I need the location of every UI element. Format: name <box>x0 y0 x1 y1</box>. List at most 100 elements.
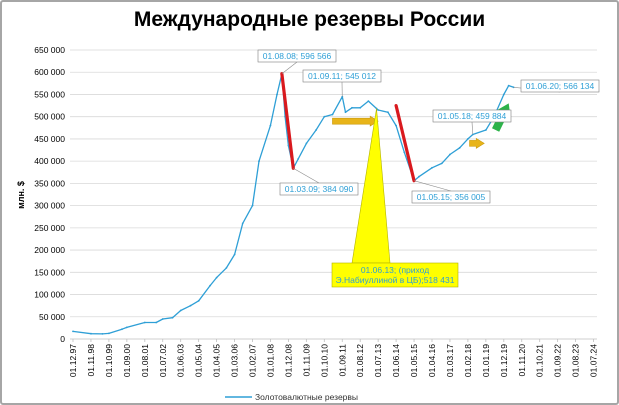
x-tick-label: 01.10.21 <box>535 344 545 377</box>
series-point <box>403 151 406 154</box>
series-point <box>341 95 344 98</box>
y-tick-label: 250 000 <box>34 223 65 233</box>
x-tick-label: 01.03.17 <box>445 344 455 377</box>
series-point <box>189 304 192 307</box>
annotation-label: 01.09.11; 545 012 <box>308 71 376 81</box>
legend-label: Золотовалютные резервы <box>255 392 358 402</box>
annotation-leader <box>471 121 474 135</box>
series-point <box>276 93 278 96</box>
series-point <box>485 129 487 131</box>
y-tick-label: 600 000 <box>34 67 65 77</box>
callout-label: Э.Набиуллиной в ЦБ);518 431 <box>336 275 455 285</box>
series-point <box>72 330 74 333</box>
series-point <box>359 106 362 109</box>
x-tick-label: 01.08.01 <box>140 344 150 377</box>
annotation-label: 01.05.18; 459 884 <box>438 111 507 121</box>
x-tick-label: 01.05.04 <box>194 344 204 377</box>
annotation-leader <box>293 167 320 184</box>
decline-arrow <box>280 72 295 170</box>
x-tick-label: 01.01.19 <box>481 344 491 377</box>
annotation-box <box>411 190 491 204</box>
x-tick-label: 01.08.12 <box>355 344 365 377</box>
plateau-arrow <box>332 115 379 127</box>
series-point <box>440 162 443 165</box>
y-tick-label: 0 <box>60 334 65 344</box>
y-tick-label: 50 000 <box>39 312 65 322</box>
y-axis-label: млн. $ <box>16 181 26 209</box>
plateau-arrow <box>469 137 485 149</box>
x-tick-label: 01.05.15 <box>409 344 419 377</box>
x-tick-label: 01.06.14 <box>391 344 401 377</box>
x-tick-label: 01.02.07 <box>248 344 258 377</box>
series-point <box>502 93 505 96</box>
x-tick-label: 01.04.16 <box>427 344 437 377</box>
annotation-label: 01.03.09; 384 090 <box>285 184 354 194</box>
series-point <box>315 129 317 131</box>
series-point <box>431 166 433 169</box>
series-point <box>121 328 123 331</box>
callout-label: 01.06.13; (приход <box>361 265 429 275</box>
decline-arrow <box>394 103 416 183</box>
y-tick-label: 550 000 <box>34 89 65 99</box>
x-tick-label: 01.07.02 <box>158 344 168 377</box>
y-tick-label: 500 000 <box>34 112 65 122</box>
series-point <box>143 321 146 324</box>
series-point <box>507 84 510 87</box>
series-point <box>351 106 353 109</box>
y-tick-label: 450 000 <box>34 134 65 144</box>
series-point <box>395 124 397 127</box>
x-tick-label: 01.01.08 <box>265 344 275 377</box>
series-point <box>209 284 212 287</box>
x-tick-label: 01.12.19 <box>499 344 509 377</box>
series-point <box>241 222 244 225</box>
series-point <box>269 124 272 127</box>
x-tick-label: 01.12.97 <box>68 344 78 377</box>
series-point <box>179 309 182 312</box>
series-point <box>101 333 104 335</box>
annotation-label: 01.08.08; 596 566 <box>263 51 332 61</box>
series-point <box>258 160 260 163</box>
x-tick-label: 01.09.11 <box>337 344 347 377</box>
annotation-box <box>432 109 512 123</box>
x-tick-label: 01.03.06 <box>230 344 240 377</box>
annotation-label: 01.05.15; 356 005 <box>417 192 486 202</box>
chart-title: Международные резервы России <box>133 8 486 31</box>
x-tick-label: 01.07.13 <box>373 344 383 377</box>
annotation-label: 01.06.20; 566 134 <box>526 81 595 91</box>
y-tick-label: 350 000 <box>34 178 65 188</box>
series-point <box>387 111 389 114</box>
y-tick-label: 400 000 <box>34 156 65 166</box>
series-point <box>161 318 164 320</box>
x-tick-label: 01.10.99 <box>104 344 114 377</box>
x-tick-label: 01.11.20 <box>517 344 527 377</box>
series-point <box>215 276 218 279</box>
annotation-box <box>279 182 359 196</box>
y-tick-label: 650 000 <box>34 45 65 55</box>
x-tick-label: 01.12.08 <box>283 344 293 377</box>
series-point <box>367 100 370 102</box>
x-tick-label: 01.09.00 <box>122 344 132 377</box>
series-point <box>171 316 174 319</box>
annotation-leader <box>281 61 298 74</box>
callout-box <box>331 262 459 288</box>
series-point <box>297 158 300 160</box>
x-tick-label: 01.10.10 <box>319 344 329 377</box>
series-point <box>125 326 128 329</box>
series-point <box>287 144 290 147</box>
series-point <box>305 142 308 145</box>
series-point <box>467 138 469 140</box>
y-tick-label: 150 000 <box>34 267 65 277</box>
x-tick-label: 01.11.09 <box>301 344 311 377</box>
series-point <box>323 115 326 118</box>
series-point <box>251 204 254 207</box>
series-point <box>377 109 379 111</box>
x-tick-label: 01.02.18 <box>463 344 473 377</box>
x-tick-label: 01.06.03 <box>176 344 186 377</box>
annotation-leader <box>413 180 452 192</box>
x-tick-label: 01.08.23 <box>571 344 581 377</box>
series-point <box>225 267 228 269</box>
series-point <box>344 111 347 114</box>
series-point <box>458 146 461 149</box>
series-line <box>72 73 514 335</box>
